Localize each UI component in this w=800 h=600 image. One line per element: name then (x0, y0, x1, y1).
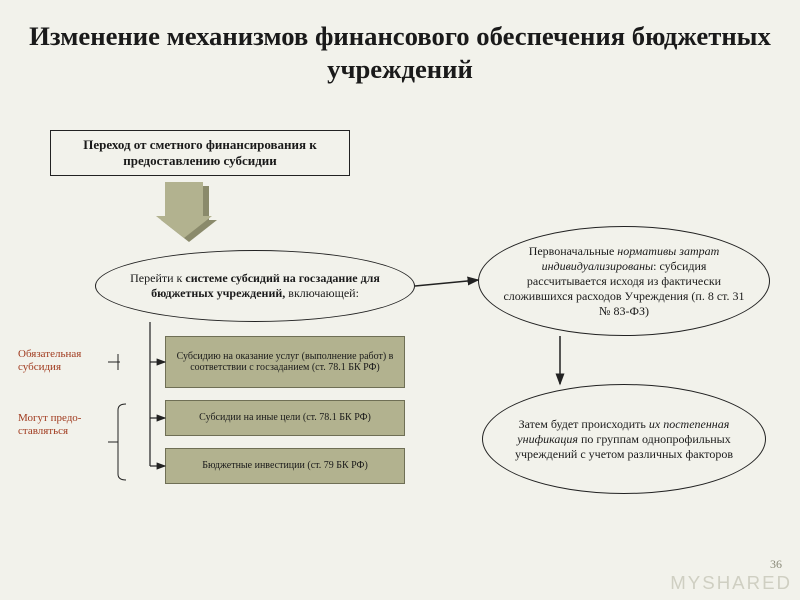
right-oval-1: Первоначальные нормативы затрат индивиду… (478, 226, 770, 336)
down-arrow-icon (165, 182, 203, 218)
watermark: MYSHARED (670, 572, 792, 594)
right-oval-2-text: Затем будет происходить их постепенная у… (505, 417, 743, 462)
sub-box-2: Субсидии на иные цели (ст. 78.1 БК РФ) (165, 400, 405, 436)
right-oval-2: Затем будет происходить их постепенная у… (482, 384, 766, 494)
page-number: 36 (770, 557, 782, 572)
main-oval: Перейти к системе субсидий на госзадание… (95, 250, 415, 322)
side-label-mandatory: Обязательная субсидия (18, 348, 108, 373)
side-label-optional: Могут предо- ставляться (18, 412, 108, 437)
main-oval-text: Перейти к системе субсидий на госзадание… (118, 271, 392, 301)
right-oval-1-text: Первоначальные нормативы затрат индивиду… (501, 244, 747, 319)
transition-box: Переход от сметного финансирования к пре… (50, 130, 350, 176)
sub-box-3: Бюджетные инвестиции (ст. 79 БК РФ) (165, 448, 405, 484)
down-arrow-head (156, 216, 212, 238)
slide-title: Изменение механизмов финансового обеспеч… (0, 0, 800, 87)
sub-box-1: Субсидию на оказание услуг (выполнение р… (165, 336, 405, 388)
